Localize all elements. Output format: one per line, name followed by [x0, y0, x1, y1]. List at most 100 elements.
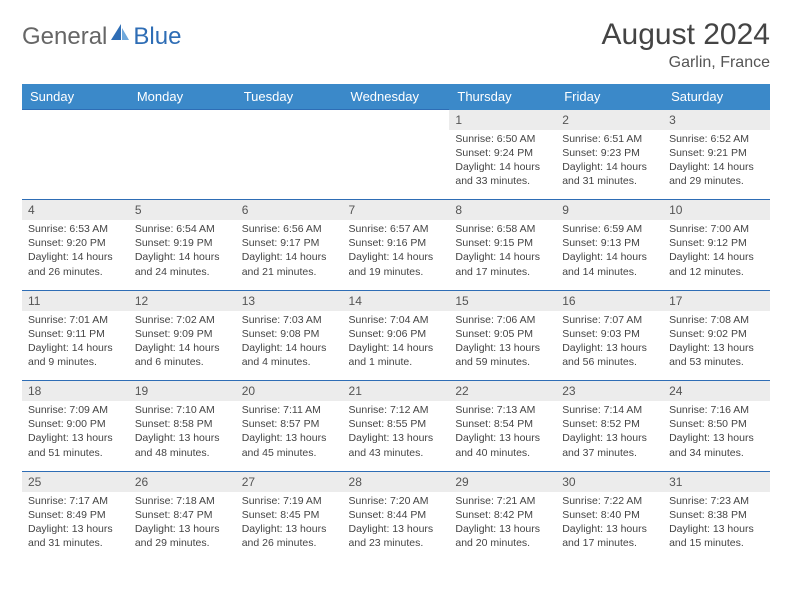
- sunset-text: Sunset: 9:19 PM: [135, 236, 230, 250]
- day-detail-cell: Sunrise: 7:01 AMSunset: 9:11 PMDaylight:…: [22, 311, 129, 381]
- day-detail-cell: Sunrise: 7:07 AMSunset: 9:03 PMDaylight:…: [556, 311, 663, 381]
- sunrise-text: Sunrise: 6:56 AM: [242, 222, 337, 236]
- day-number-cell: [236, 110, 343, 130]
- day-number-cell: [343, 110, 450, 130]
- day-number-cell: 15: [449, 290, 556, 311]
- day-number-cell: 25: [22, 471, 129, 492]
- day-number-cell: 6: [236, 200, 343, 221]
- sunset-text: Sunset: 8:42 PM: [455, 508, 550, 522]
- calendar-table: Sunday Monday Tuesday Wednesday Thursday…: [22, 84, 770, 562]
- daylight-text-1: Daylight: 14 hours: [349, 341, 444, 355]
- daylight-text-2: and 23 minutes.: [349, 536, 444, 550]
- weekday-header: Thursday: [449, 84, 556, 110]
- sunset-text: Sunset: 9:15 PM: [455, 236, 550, 250]
- day-detail-cell: Sunrise: 6:54 AMSunset: 9:19 PMDaylight:…: [129, 220, 236, 290]
- sunrise-text: Sunrise: 7:01 AM: [28, 313, 123, 327]
- weekday-header: Sunday: [22, 84, 129, 110]
- weekday-header: Monday: [129, 84, 236, 110]
- day-detail-cell: [236, 130, 343, 200]
- sunset-text: Sunset: 9:09 PM: [135, 327, 230, 341]
- daylight-text-2: and 1 minute.: [349, 355, 444, 369]
- daylight-text-2: and 56 minutes.: [562, 355, 657, 369]
- sunset-text: Sunset: 9:08 PM: [242, 327, 337, 341]
- page-title: August 2024: [602, 18, 770, 52]
- sunset-text: Sunset: 8:40 PM: [562, 508, 657, 522]
- title-block: August 2024 Garlin, France: [602, 18, 770, 72]
- sunset-text: Sunset: 9:00 PM: [28, 417, 123, 431]
- daylight-text-2: and 14 minutes.: [562, 265, 657, 279]
- day-number-row: 18192021222324: [22, 381, 770, 402]
- sunrise-text: Sunrise: 6:54 AM: [135, 222, 230, 236]
- daylight-text-1: Daylight: 13 hours: [135, 522, 230, 536]
- daylight-text-1: Daylight: 13 hours: [455, 522, 550, 536]
- day-number-cell: 26: [129, 471, 236, 492]
- day-detail-cell: Sunrise: 7:16 AMSunset: 8:50 PMDaylight:…: [663, 401, 770, 471]
- day-detail-cell: [343, 130, 450, 200]
- sunrise-text: Sunrise: 7:02 AM: [135, 313, 230, 327]
- sunset-text: Sunset: 9:16 PM: [349, 236, 444, 250]
- day-detail-cell: Sunrise: 7:13 AMSunset: 8:54 PMDaylight:…: [449, 401, 556, 471]
- daylight-text-1: Daylight: 14 hours: [562, 160, 657, 174]
- day-number-row: 11121314151617: [22, 290, 770, 311]
- day-detail-cell: Sunrise: 7:11 AMSunset: 8:57 PMDaylight:…: [236, 401, 343, 471]
- day-number-cell: 7: [343, 200, 450, 221]
- sunset-text: Sunset: 8:52 PM: [562, 417, 657, 431]
- sunset-text: Sunset: 9:24 PM: [455, 146, 550, 160]
- day-detail-cell: Sunrise: 7:00 AMSunset: 9:12 PMDaylight:…: [663, 220, 770, 290]
- daylight-text-1: Daylight: 13 hours: [28, 522, 123, 536]
- day-number-cell: 19: [129, 381, 236, 402]
- sunrise-text: Sunrise: 7:03 AM: [242, 313, 337, 327]
- day-number-cell: 1: [449, 110, 556, 130]
- daylight-text-1: Daylight: 14 hours: [28, 341, 123, 355]
- daylight-text-2: and 19 minutes.: [349, 265, 444, 279]
- day-detail-cell: Sunrise: 6:57 AMSunset: 9:16 PMDaylight:…: [343, 220, 450, 290]
- daylight-text-2: and 43 minutes.: [349, 446, 444, 460]
- sunrise-text: Sunrise: 7:07 AM: [562, 313, 657, 327]
- daylight-text-1: Daylight: 13 hours: [455, 431, 550, 445]
- sunrise-text: Sunrise: 6:59 AM: [562, 222, 657, 236]
- daylight-text-1: Daylight: 13 hours: [135, 431, 230, 445]
- sunset-text: Sunset: 9:02 PM: [669, 327, 764, 341]
- day-number-cell: 28: [343, 471, 450, 492]
- day-detail-cell: [129, 130, 236, 200]
- day-number-cell: 12: [129, 290, 236, 311]
- day-detail-cell: Sunrise: 6:58 AMSunset: 9:15 PMDaylight:…: [449, 220, 556, 290]
- daylight-text-2: and 26 minutes.: [242, 536, 337, 550]
- sunrise-text: Sunrise: 7:14 AM: [562, 403, 657, 417]
- daylight-text-2: and 33 minutes.: [455, 174, 550, 188]
- sunset-text: Sunset: 9:13 PM: [562, 236, 657, 250]
- sunrise-text: Sunrise: 6:50 AM: [455, 132, 550, 146]
- day-detail-cell: Sunrise: 7:10 AMSunset: 8:58 PMDaylight:…: [129, 401, 236, 471]
- weekday-header: Saturday: [663, 84, 770, 110]
- daylight-text-1: Daylight: 14 hours: [455, 250, 550, 264]
- sunrise-text: Sunrise: 7:21 AM: [455, 494, 550, 508]
- day-detail-cell: Sunrise: 7:04 AMSunset: 9:06 PMDaylight:…: [343, 311, 450, 381]
- daylight-text-1: Daylight: 13 hours: [669, 341, 764, 355]
- day-detail-cell: [22, 130, 129, 200]
- daylight-text-2: and 31 minutes.: [28, 536, 123, 550]
- sunset-text: Sunset: 8:57 PM: [242, 417, 337, 431]
- sunset-text: Sunset: 9:20 PM: [28, 236, 123, 250]
- sunrise-text: Sunrise: 6:52 AM: [669, 132, 764, 146]
- daylight-text-2: and 37 minutes.: [562, 446, 657, 460]
- sunrise-text: Sunrise: 6:57 AM: [349, 222, 444, 236]
- sunrise-text: Sunrise: 7:13 AM: [455, 403, 550, 417]
- day-detail-row: Sunrise: 6:50 AMSunset: 9:24 PM Daylight:…: [22, 130, 770, 200]
- weekday-header: Friday: [556, 84, 663, 110]
- daylight-text-1: Daylight: 14 hours: [135, 250, 230, 264]
- day-number-cell: 13: [236, 290, 343, 311]
- daylight-text-1: Daylight: 14 hours: [28, 250, 123, 264]
- sunset-text: Sunset: 9:17 PM: [242, 236, 337, 250]
- daylight-text-1: Daylight: 13 hours: [349, 431, 444, 445]
- day-number-cell: 2: [556, 110, 663, 130]
- day-number-cell: [22, 110, 129, 130]
- logo-text-blue: Blue: [133, 23, 181, 51]
- daylight-text-2: and 12 minutes.: [669, 265, 764, 279]
- sunrise-text: Sunrise: 7:06 AM: [455, 313, 550, 327]
- day-number-cell: 8: [449, 200, 556, 221]
- daylight-text-2: and 31 minutes.: [562, 174, 657, 188]
- sunrise-text: Sunrise: 7:20 AM: [349, 494, 444, 508]
- sunset-text: Sunset: 8:38 PM: [669, 508, 764, 522]
- day-detail-cell: Sunrise: 7:08 AMSunset: 9:02 PMDaylight:…: [663, 311, 770, 381]
- daylight-text-1: Daylight: 13 hours: [455, 341, 550, 355]
